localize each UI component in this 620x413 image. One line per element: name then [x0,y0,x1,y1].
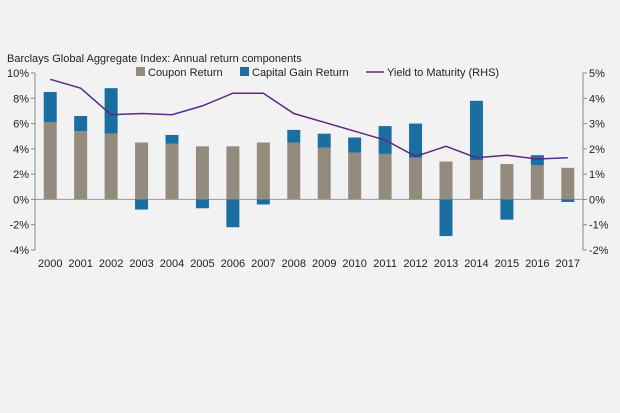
capital-gain-bar [135,199,149,210]
left-tick-label: -2% [9,220,29,232]
x-tick-label: 2014 [464,258,488,270]
x-tick-label: 2001 [68,258,92,270]
bars [43,88,575,237]
right-tick-label: 4% [589,93,605,105]
capital-gain-bar [43,91,57,123]
right-tick-label: -2% [589,245,609,257]
coupon-bar [439,161,453,200]
coupon-bar [287,142,301,200]
coupon-bar [409,157,423,200]
right-tick-label: 5% [589,68,605,80]
right-tick-label: 0% [589,194,605,206]
yield-line [49,78,568,160]
x-tick-label: 2009 [312,258,336,270]
capital-gain-bar [104,88,118,134]
capital-gain-bar [165,134,179,144]
capital-gain-bar [469,100,483,161]
left-tick-label: 10% [7,68,29,80]
capital-gain-bar [256,199,270,205]
coupon-bar [226,146,240,200]
capital-gain-bar [74,115,88,132]
capital-gain-bar [317,133,331,148]
capital-gain-bar [561,199,575,202]
x-tick-label: 2015 [495,258,519,270]
coupon-bar [165,143,179,200]
left-tick-label: 8% [13,93,29,105]
coupon-bar [500,164,514,200]
legend-label-yield: Yield to Maturity (RHS) [387,67,499,79]
chart-title: Barclays Global Aggregate Index: Annual … [7,53,302,65]
legend-swatch-coupon [136,67,145,76]
coupon-bar [135,142,149,200]
right-tick-label: 1% [589,169,605,181]
coupon-bar [43,122,57,200]
capital-gain-bar [500,199,514,220]
right-tick-label: 2% [589,144,605,156]
x-tick-label: 2005 [190,258,214,270]
left-tick-label: 4% [13,144,29,156]
capital-gain-bar [439,199,453,237]
yield-line-group [49,78,568,160]
coupon-bar [469,160,483,200]
x-tick-label: 2002 [99,258,123,270]
axes: -4% -2% 0% 2% 4% 6% 8% 10% -2% -1% 0% 1% 2% 3% 4% 5% [7,68,609,257]
x-tick-label: 2013 [434,258,458,270]
capital-gain-bar [409,123,423,158]
x-tick-label: 2012 [403,258,427,270]
coupon-bar [104,133,118,200]
left-tick-label: 6% [13,119,29,131]
x-tick-label: 2007 [251,258,275,270]
capital-gain-bar [348,137,362,153]
capital-gain-bar [287,129,301,143]
legend: Coupon Return Capital Gain Return Yield to… [136,67,499,79]
coupon-bar [74,131,88,200]
x-tick-label: 2003 [129,258,153,270]
x-tick-label: 2006 [221,258,245,270]
x-tick-label: 2010 [342,258,366,270]
x-tick-label: 2000 [38,258,62,270]
x-tick-label: 2017 [556,258,580,270]
capital-gain-bar [226,199,240,228]
capital-gain-bar [195,199,209,209]
coupon-bar [530,165,544,200]
legend-swatch-capital-gain [240,67,249,76]
x-tick-label: 2004 [160,258,184,270]
coupon-bar [195,146,209,200]
coupon-bar [561,167,575,200]
left-tick-label: 2% [13,169,29,181]
right-tick-label: -1% [589,220,609,232]
coupon-bar [256,142,270,200]
capital-gain-bar [530,155,544,166]
x-tick-label: 2008 [282,258,306,270]
right-tick-label: 3% [589,119,605,131]
x-tick-labels: 2000 2001 2002 2003 2004 2005 2006 2007 2008 2009… [38,258,580,270]
legend-label-coupon: Coupon Return [148,67,223,79]
legend-label-capital-gain: Capital Gain Return [252,67,349,79]
left-tick-label: 0% [13,194,29,206]
x-tick-label: 2011 [373,258,397,270]
left-tick-label: -4% [9,245,29,257]
coupon-bar [378,153,392,200]
coupon-bar [348,152,362,200]
coupon-bar [317,147,331,200]
x-tick-label: 2016 [525,258,549,270]
